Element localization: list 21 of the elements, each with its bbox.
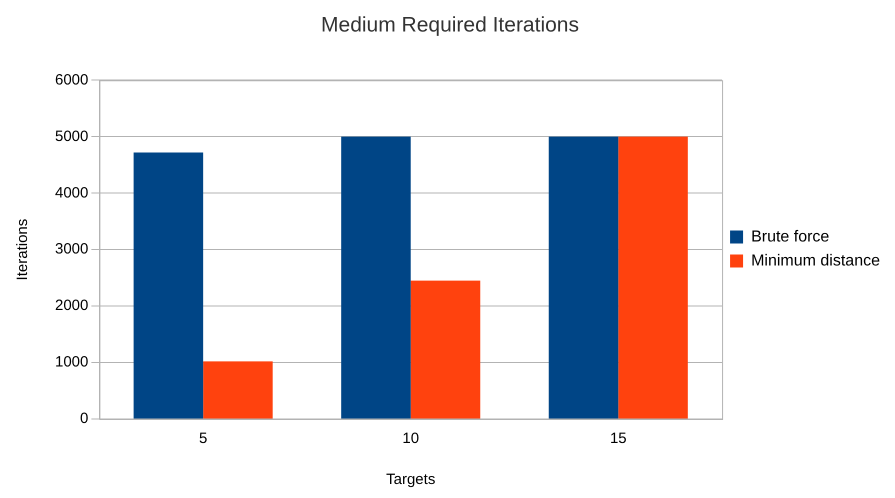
y-tick-label: 3000: [54, 240, 88, 258]
y-tick-label: 0: [80, 410, 88, 428]
bar: [618, 136, 688, 418]
x-tick-label: 15: [610, 430, 627, 448]
y-tick-label: 5000: [54, 128, 88, 145]
legend-label: Brute force: [751, 228, 830, 246]
y-tick-label: 1000: [54, 354, 88, 371]
bar: [203, 361, 273, 418]
bar: [410, 280, 480, 418]
bar: [548, 136, 618, 418]
x-axis-title: Targets: [386, 471, 436, 488]
bar: [341, 136, 411, 418]
legend-label: Minimum distance: [751, 252, 880, 270]
x-tick-label: 10: [402, 430, 420, 448]
y-tick-label: 6000: [54, 71, 88, 88]
chart-title: Medium Required Iterations: [321, 13, 579, 36]
y-tick-label: 2000: [54, 297, 88, 314]
y-tick-label: 4000: [54, 184, 88, 202]
bar: [134, 152, 204, 418]
y-axis-title: Iterations: [14, 218, 32, 280]
x-tick-label: 5: [198, 430, 208, 448]
